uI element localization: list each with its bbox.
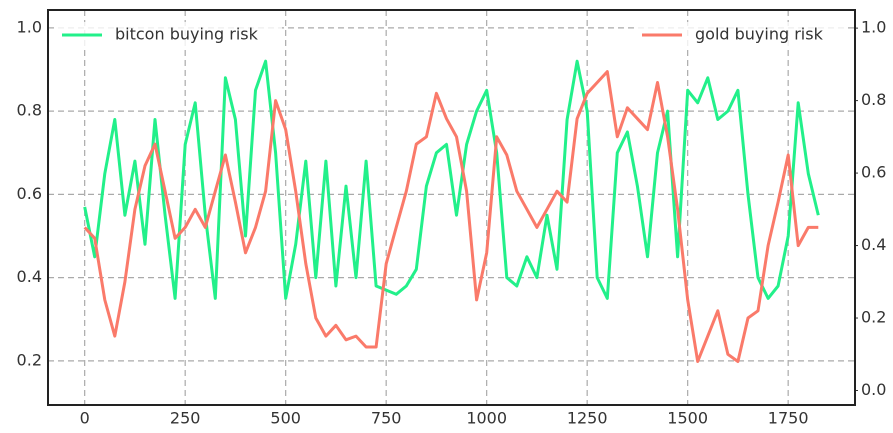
plot-frame [47, 9, 856, 406]
y2-tick-label: 1.0 [861, 18, 886, 37]
series-line [83, 70, 819, 363]
x-tick-label: 750 [371, 409, 402, 428]
y-tick-label: 1.0 [17, 17, 42, 36]
y-tick-label: 0.2 [17, 350, 42, 369]
x-tick-label: 250 [170, 409, 201, 428]
series-line [83, 59, 820, 300]
legend-label: gold buying risk [695, 25, 824, 44]
x-tick-label: 1000 [466, 409, 507, 428]
x-tick-label: 1750 [768, 409, 809, 428]
x-tick-label: 1500 [667, 409, 708, 428]
y2-tick-label: 0.8 [861, 90, 886, 109]
y2-tick-label: 0.0 [861, 380, 886, 399]
y2-tick-label: 0.6 [861, 163, 886, 182]
y-tick-label: 0.4 [17, 267, 42, 286]
y2-tick-label: 0.2 [861, 308, 886, 327]
y2-tick-label: 0.4 [861, 235, 886, 254]
x-tick-label: 0 [80, 409, 90, 428]
legend-label: bitcon buying risk [115, 25, 259, 44]
y-tick-label: 0.8 [17, 101, 42, 120]
y-tick-label: 0.6 [17, 184, 42, 203]
x-tick-label: 1250 [567, 409, 608, 428]
x-tick-label: 500 [270, 409, 301, 428]
